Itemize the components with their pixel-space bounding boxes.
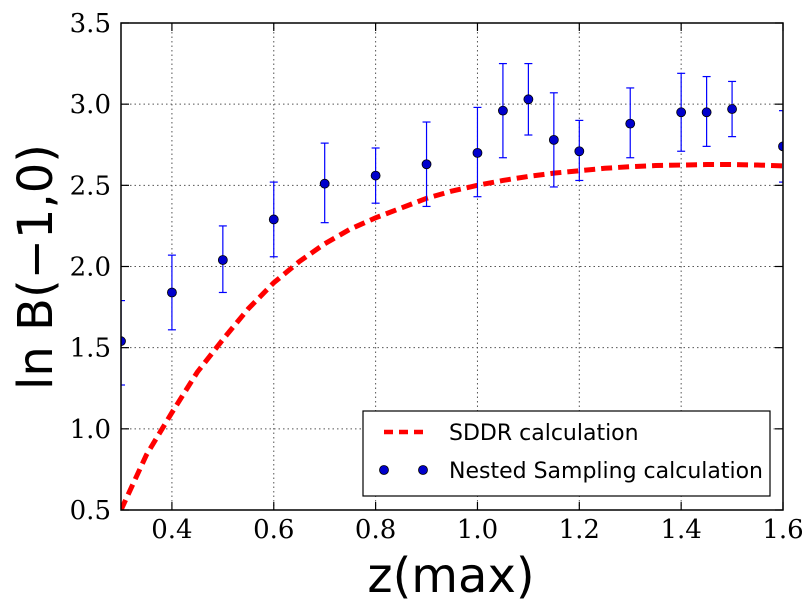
ns-point — [217, 255, 228, 265]
tick-labels: 0.4 0.6 0.8 1.0 1.2 1.4 1.6 0.5 1.0 1.5 2.0 2.5 3.0 3… — [70, 9, 804, 545]
x-tick-label: 1.2 — [559, 515, 600, 545]
plot-area — [121, 62, 783, 510]
x-tick-label: 1.6 — [762, 515, 803, 545]
ns-point — [727, 104, 737, 114]
y-axis-label: ln B(−1,0) — [8, 144, 64, 390]
x-tick-label: 0.4 — [151, 515, 192, 545]
y-tick-label: 2.5 — [70, 171, 111, 201]
x-tick-label: 0.6 — [253, 515, 294, 545]
ns-point — [778, 141, 783, 152]
x-tick-label: 1.0 — [457, 515, 498, 545]
ns-point — [574, 146, 585, 157]
ns-point — [421, 159, 432, 170]
legend-ns-label: Nested Sampling calculation — [449, 459, 763, 484]
ns-point — [625, 118, 636, 129]
ns-point — [268, 214, 279, 225]
legend-ns-marker-1 — [379, 465, 389, 475]
legend-sddr-label: SDDR calculation — [449, 421, 639, 446]
y-tick-label: 0.5 — [70, 496, 111, 526]
y-tick-label: 3.5 — [70, 9, 111, 39]
y-tick-label: 1.0 — [70, 415, 111, 445]
ns-point — [548, 134, 559, 145]
x-tick-label: 0.8 — [355, 515, 396, 545]
ticks — [121, 22, 784, 511]
ns-point — [121, 336, 126, 347]
x-axis-label: z(max) — [367, 548, 534, 604]
legend-box — [362, 410, 771, 497]
ns-point — [498, 105, 508, 116]
x-tick-label: 1.4 — [660, 515, 701, 545]
legend: SDDR calculation Nested Sampling calcula… — [362, 410, 771, 497]
ns-point — [701, 107, 712, 118]
ns-point — [676, 107, 687, 118]
plot-content — [121, 62, 783, 510]
y-tick-label: 2.0 — [70, 253, 111, 283]
y-tick-label: 1.5 — [70, 334, 111, 364]
ns-point — [523, 94, 534, 105]
sddr-curve — [121, 162, 783, 510]
ns-point — [472, 147, 483, 158]
ns-point — [167, 287, 177, 298]
y-tick-label: 3.0 — [70, 90, 111, 120]
ns-point — [319, 178, 330, 189]
ns-point — [370, 170, 381, 181]
legend-ns-marker-2 — [418, 465, 428, 475]
